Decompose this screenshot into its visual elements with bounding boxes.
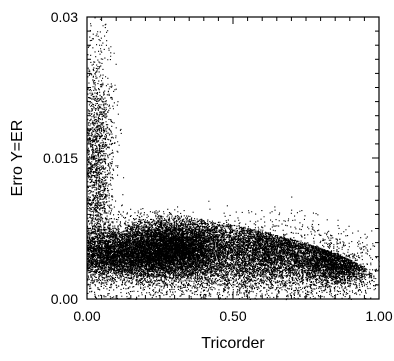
ticks-layer: [86, 16, 380, 300]
y-tick-label: 0.00: [51, 291, 78, 307]
y-tick-label: 0.015: [43, 150, 78, 166]
x-tick-label: 0.50: [219, 308, 246, 324]
x-tick-label: 1.00: [365, 308, 392, 324]
x-tick-label: 0.00: [73, 308, 100, 324]
y-axis-label: Erro Y=ER: [9, 120, 26, 197]
points-layer: [87, 17, 380, 301]
scatter-points-cluster: [87, 17, 125, 299]
scatter-points-cluster: [147, 196, 373, 301]
scatter-points-cluster: [262, 219, 380, 300]
scatter-points-cluster: [87, 208, 232, 298]
y-tick-label: 0.03: [51, 9, 78, 25]
tick-labels-layer: 0.00 0.50 1.00 0.00 0.015 0.03: [43, 9, 393, 324]
x-axis-label: Tricorder: [201, 335, 265, 352]
